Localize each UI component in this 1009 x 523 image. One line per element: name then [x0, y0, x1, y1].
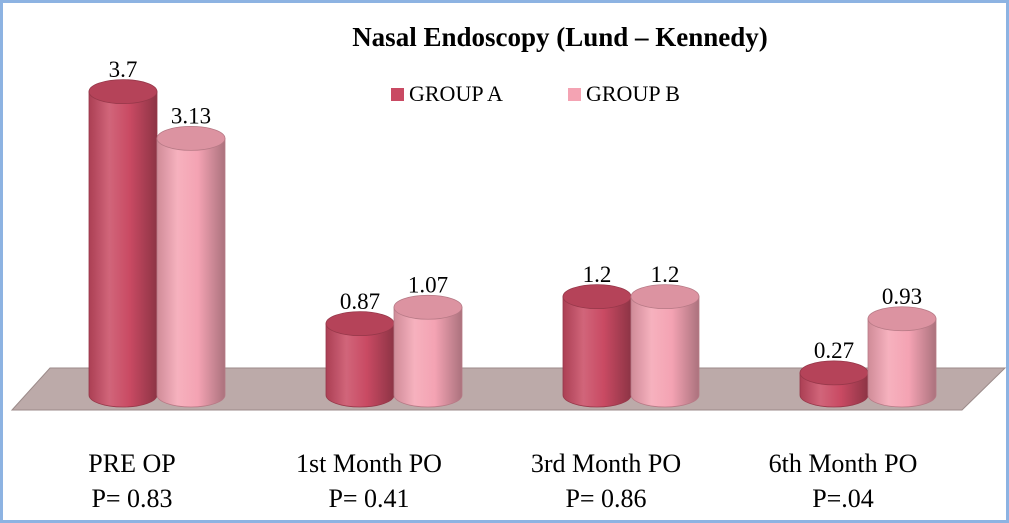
bar-top — [630, 284, 700, 310]
legend-swatch — [568, 88, 581, 101]
x-tick-note: P= 0.83 — [91, 484, 172, 513]
x-tick-note: P=.04 — [812, 484, 874, 513]
bar — [88, 91, 158, 408]
bar-top — [799, 360, 869, 386]
data-label: 3.7 — [109, 57, 138, 82]
data-label: 1.07 — [408, 273, 448, 298]
chart-title: Nasal Endoscopy (Lund – Kennedy) — [352, 22, 768, 52]
x-tick-label: 6th Month PO — [769, 449, 918, 478]
bar — [325, 323, 395, 408]
data-label: 0.27 — [814, 338, 854, 363]
bar — [867, 318, 937, 408]
data-label: 0.93 — [882, 284, 922, 309]
data-label: 1.2 — [651, 262, 680, 287]
legend-swatch — [391, 88, 404, 101]
x-tick-label: PRE OP — [88, 449, 175, 478]
x-tick-note: P= 0.41 — [328, 484, 409, 513]
x-tick-note: P= 0.86 — [565, 484, 646, 513]
bar-top — [393, 294, 463, 320]
x-tick-label: 3rd Month PO — [531, 449, 681, 478]
bar — [156, 137, 226, 408]
bar-top — [156, 125, 226, 151]
bar-top — [88, 79, 158, 104]
bar-top — [325, 311, 395, 337]
bar — [562, 296, 632, 408]
x-tick-label: 1st Month PO — [296, 449, 442, 478]
bar-top — [867, 306, 937, 332]
legend-label: GROUP B — [586, 81, 680, 106]
data-label: 1.2 — [583, 262, 612, 287]
bar-top — [562, 284, 632, 310]
legend-label: GROUP A — [409, 81, 503, 106]
data-label: 0.87 — [340, 289, 380, 314]
bar — [630, 296, 700, 408]
bar — [393, 306, 463, 408]
data-label: 3.13 — [171, 104, 211, 129]
